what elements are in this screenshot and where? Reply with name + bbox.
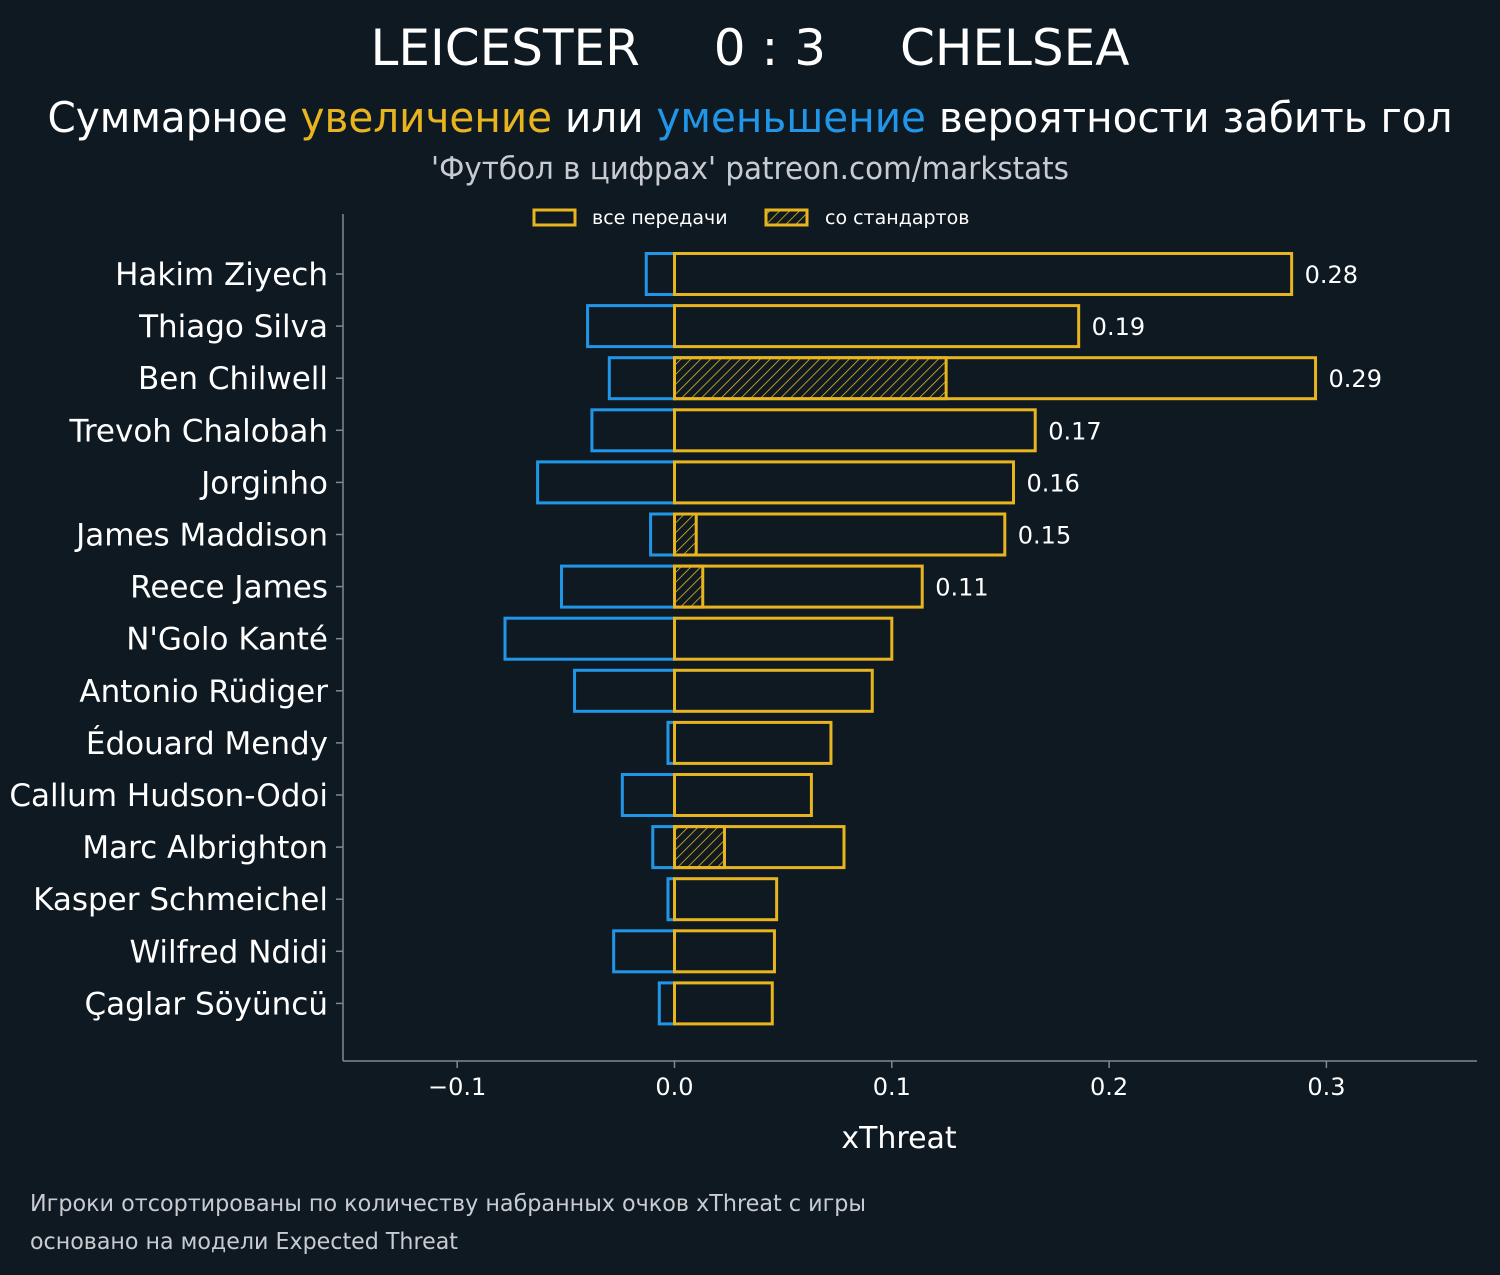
away-team: CHELSEA	[900, 19, 1130, 77]
x-tick-label: 0.1	[873, 1073, 911, 1101]
legend-label-all-passes: все передачи	[592, 207, 728, 229]
bar-decrease	[503, 616, 677, 661]
bar-increase	[673, 460, 1015, 505]
y-tick-label: Thiago Silva	[138, 309, 328, 345]
bar-decrease	[573, 668, 676, 713]
legend-swatch-all-passes	[532, 208, 577, 227]
match-title: LEICESTER 0 : 3 CHELSEA	[371, 19, 1130, 77]
bar-decrease	[649, 512, 676, 557]
bar-set-pieces	[673, 356, 948, 401]
x-tick-label: 0.2	[1090, 1073, 1128, 1101]
y-tick-label: Marc Albrighton	[82, 830, 328, 866]
data-label: 0.11	[935, 574, 988, 602]
match-score: 0 : 3	[714, 19, 826, 77]
bar-increase	[673, 773, 813, 817]
bar-decrease	[590, 408, 677, 453]
y-tick-label: Antonio Rüdiger	[79, 674, 328, 710]
bar-decrease	[612, 929, 677, 974]
legend-label-set-pieces: со стандартов	[825, 207, 969, 229]
y-tick-label: James Maddison	[74, 518, 328, 554]
bar-increase	[673, 512, 1007, 557]
footer-note-1: Игроки отсортированы по количеству набра…	[30, 1191, 866, 1217]
bar-increase	[673, 668, 874, 713]
bar-increase	[673, 877, 779, 922]
bar-set-pieces	[673, 825, 726, 870]
data-label: 0.28	[1305, 261, 1358, 289]
bar-set-pieces	[673, 564, 705, 609]
bar-increase	[673, 929, 776, 974]
bar-increase	[673, 304, 1081, 349]
y-tick-label: Callum Hudson-Odoi	[9, 778, 328, 814]
x-tick-label: 0.0	[655, 1073, 693, 1101]
bar-increase	[673, 564, 924, 609]
data-label: 0.15	[1018, 522, 1071, 550]
y-tick-label: Çaglar Söyüncü	[84, 986, 328, 1022]
bar-decrease	[586, 304, 677, 349]
y-tick-label: Hakim Ziyech	[115, 257, 328, 293]
bar-increase	[673, 616, 894, 661]
bar-increase	[673, 356, 1318, 401]
subtitle-increase: увеличение	[301, 93, 553, 142]
data-label: 0.16	[1026, 469, 1079, 497]
bar-increase	[673, 408, 1037, 453]
data-label: 0.17	[1048, 417, 1101, 445]
bar-increase	[673, 720, 833, 765]
legend-swatch-set-pieces	[764, 208, 809, 227]
bar-increase	[673, 252, 1294, 296]
bar-decrease	[607, 356, 676, 401]
data-label: 0.29	[1329, 365, 1382, 393]
bar-decrease	[560, 564, 677, 609]
legend: все передачи со стандартов	[532, 207, 969, 229]
y-tick-label: Édouard Mendy	[86, 726, 328, 762]
y-tick-label: Ben Chilwell	[138, 361, 328, 397]
home-team: LEICESTER	[371, 19, 640, 77]
bar-decrease	[651, 825, 677, 870]
bar-decrease	[644, 252, 676, 296]
chart-subtitle: Суммарное увеличение или уменьшение веро…	[48, 93, 1453, 142]
y-tick-label: Trevoh Chalobah	[68, 413, 328, 449]
subtitle-decrease: уменьшение	[656, 93, 926, 142]
bar-decrease	[620, 773, 677, 817]
x-tick-label: 0.3	[1307, 1073, 1345, 1101]
labels-layer: Hakim Ziyech 0.28 Thiago Silva 0.19 Ben Chil…	[9, 257, 1382, 1022]
bar-increase	[673, 981, 774, 1026]
bar-set-pieces	[673, 512, 698, 557]
y-tick-label: Jorginho	[199, 465, 328, 501]
bar-increase	[673, 825, 846, 870]
y-tick-label: N'Golo Kanté	[126, 622, 328, 658]
bar-decrease	[657, 981, 677, 1026]
y-tick-label: Wilfred Ndidi	[129, 934, 328, 970]
data-label: 0.19	[1092, 313, 1145, 341]
bars-layer	[503, 252, 1318, 1026]
x-axis-label: xThreat	[841, 1121, 957, 1156]
y-tick-label: Kasper Schmeichel	[33, 882, 328, 918]
bar-decrease	[536, 460, 677, 505]
y-tick-label: Reece James	[130, 570, 328, 606]
x-axis-layer: −0.1 0.0 0.1 0.2 0.3	[428, 1061, 1345, 1101]
chart-credit: 'Футбол в цифрах' patreon.com/markstats	[431, 151, 1069, 187]
x-tick-label: −0.1	[428, 1073, 486, 1101]
footer-note-2: основано на модели Expected Threat	[30, 1229, 458, 1255]
